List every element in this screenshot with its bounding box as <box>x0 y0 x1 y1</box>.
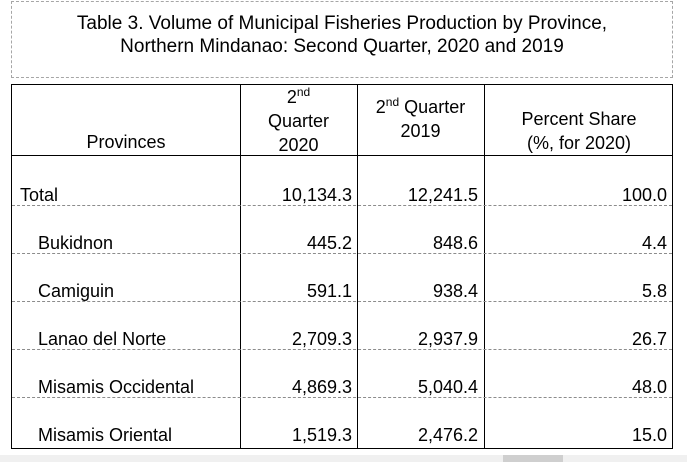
column-divider <box>240 85 241 448</box>
table-title-line-1: Table 3. Volume of Municipal Fisheries P… <box>76 13 608 34</box>
header-rule <box>12 155 672 156</box>
province-name: Lanao del Norte <box>38 329 167 349</box>
value-2020: 10,134.3 <box>281 185 352 205</box>
value-2020: 2,709.3 <box>291 329 352 349</box>
province-name: Misamis Oriental <box>38 425 173 445</box>
percent-share: 26.7 <box>631 329 667 349</box>
province-name: Total <box>20 185 59 205</box>
row-separator <box>12 397 672 398</box>
value-2019: 848.6 <box>432 233 478 253</box>
row-separator <box>12 349 672 350</box>
value-2020: 4,869.3 <box>291 377 352 397</box>
value-2019: 5,040.4 <box>417 377 478 397</box>
percent-share: 4.4 <box>641 233 667 253</box>
horizontal-scrollbar[interactable] <box>0 455 687 462</box>
value-2019: 2,476.2 <box>417 425 478 445</box>
province-name: Bukidnon <box>38 233 114 253</box>
column-divider <box>357 85 358 448</box>
value-2019: 2,937.9 <box>417 329 478 349</box>
percent-share: 15.0 <box>631 425 667 445</box>
value-2019: 12,241.5 <box>407 185 478 205</box>
header-2nd-quarter-2020: 2nd Quarter 2020 <box>267 85 330 155</box>
header-2nd-quarter-2019: 2nd Quarter 2019 <box>375 95 466 141</box>
value-2020: 445.2 <box>306 233 352 253</box>
row-separator <box>12 253 672 254</box>
percent-share: 100.0 <box>621 185 667 205</box>
row-separator <box>12 301 672 302</box>
percent-share: 5.8 <box>641 281 667 301</box>
column-divider <box>484 85 485 448</box>
header-percent-share: Percent Share (%, for 2020) <box>521 109 637 153</box>
province-name: Misamis Occidental <box>38 377 195 397</box>
province-name: Camiguin <box>38 281 115 301</box>
table-title-line-2: Northern Mindanao: Second Quarter, 2020 … <box>120 36 564 57</box>
value-2020: 1,519.3 <box>291 425 352 445</box>
fisheries-table: Provinces 2nd Quarter 2020 2nd Quarter 2… <box>11 84 673 449</box>
value-2019: 938.4 <box>432 281 478 301</box>
row-separator <box>12 205 672 206</box>
header-provinces: Provinces <box>86 132 166 152</box>
table-title: Table 3. Volume of Municipal Fisheries P… <box>11 1 673 78</box>
percent-share: 48.0 <box>631 377 667 397</box>
value-2020: 591.1 <box>306 281 352 301</box>
scrollbar-thumb[interactable] <box>503 455 563 462</box>
